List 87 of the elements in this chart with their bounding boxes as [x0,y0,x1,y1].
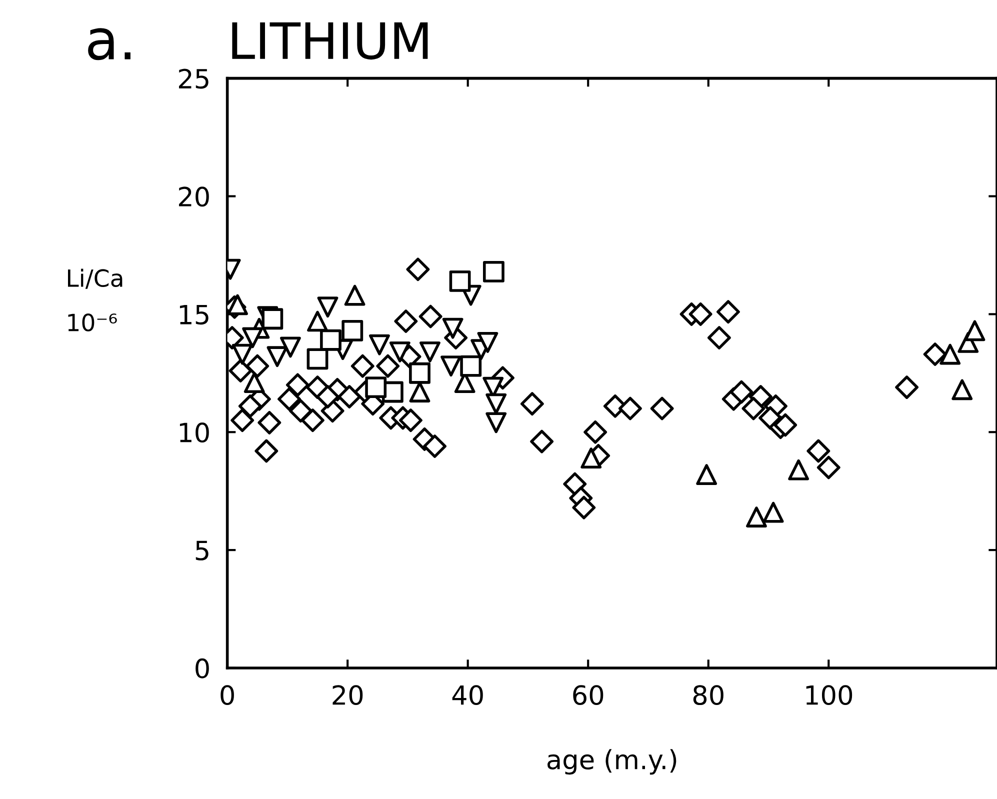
y-tick-label: 0 [196,658,209,678]
point [482,261,504,282]
point [258,410,282,434]
point [230,408,254,432]
x-tick-label: 100 [806,685,852,706]
point [389,341,410,362]
point [418,304,442,328]
point [530,430,554,454]
point [650,396,674,420]
point [409,382,430,402]
point [440,356,462,376]
point [730,380,754,404]
point [964,320,986,342]
point [449,270,471,292]
x-tick-label: 0 [220,685,234,706]
point [460,355,482,377]
point [286,373,310,397]
point [572,496,596,520]
point [774,413,798,437]
point [394,310,418,333]
point [399,408,422,432]
point [477,332,498,353]
x-tick-label: 60 [573,685,604,706]
x-tick-label: 20 [332,685,363,706]
point [342,320,364,342]
y-tick-label: 10 [180,422,209,442]
point [688,302,712,326]
point [246,354,270,378]
point [316,385,340,408]
y-tick-label: 5 [196,540,208,560]
x-tick-label: 80 [693,685,724,706]
point [278,387,301,411]
point [420,341,440,362]
point [563,472,587,496]
point [344,284,366,306]
point [618,396,642,420]
point [227,294,248,316]
point [895,376,918,399]
point [716,300,740,324]
point [580,448,602,468]
point [365,376,387,398]
point [923,342,947,366]
point [520,392,544,416]
point [317,296,338,318]
point [301,408,324,432]
y-tick-label: 20 [179,186,209,207]
point [369,334,390,356]
point [244,372,265,394]
point [254,439,278,463]
y-tick-label: 25 [179,68,208,89]
point [306,348,328,370]
point [406,258,430,282]
y-axis-title: Li/Ca 10⁻⁶ [68,268,122,332]
point [952,379,973,400]
text: a. [88,28,130,60]
point [762,502,784,523]
chart-title: LITHIUM [232,22,428,60]
point [262,308,284,330]
point [307,310,328,332]
point [486,412,507,434]
point [940,344,961,365]
x-axis-title: age (m.y.) [548,749,676,775]
point [280,336,301,358]
point [242,327,264,348]
point [266,346,288,368]
point [746,506,767,528]
point [442,318,464,339]
point [423,434,446,458]
point [806,439,830,463]
point [238,394,262,418]
point [320,329,342,351]
point [409,362,430,384]
point [288,399,312,423]
point [584,420,608,444]
point [232,344,253,365]
point [788,459,810,480]
point [816,456,840,480]
y-tick-label: 15 [180,304,208,325]
point [486,393,507,414]
point [742,396,766,420]
point [376,354,400,378]
x-tick-label: 40 [452,685,483,706]
point [708,326,731,350]
point [228,359,252,382]
point [350,354,374,378]
point [696,464,718,485]
point [338,385,362,408]
